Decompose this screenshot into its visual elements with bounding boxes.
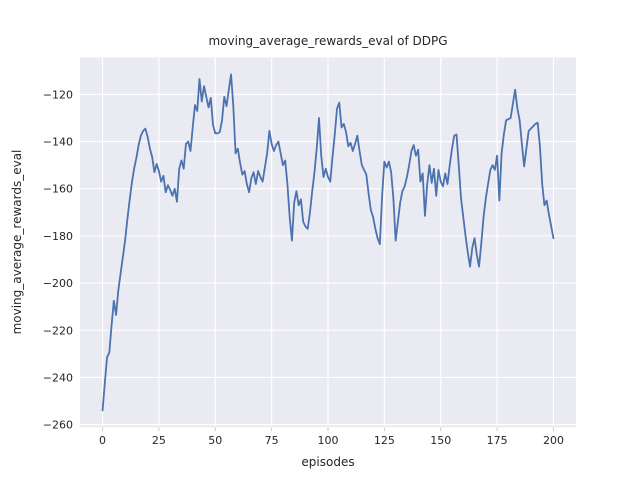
x-tick-label: 150 xyxy=(430,434,451,447)
x-tick-label: 0 xyxy=(99,434,106,447)
x-axis-label: episodes xyxy=(301,455,355,469)
x-tick-label: 200 xyxy=(543,434,564,447)
moving-average-rewards-line xyxy=(101,73,555,412)
x-tick-label: 100 xyxy=(318,434,339,447)
y-tick-label: −200 xyxy=(43,277,73,290)
y-axis-label: moving_average_rewards_eval xyxy=(10,149,24,335)
y-tick-label: −160 xyxy=(43,183,73,196)
y-tick-label: −120 xyxy=(43,88,73,101)
x-tick-label: 25 xyxy=(152,434,166,447)
y-tick-label: −140 xyxy=(43,136,73,149)
y-tick-label: −180 xyxy=(43,230,73,243)
y-tick-label: −260 xyxy=(43,419,73,432)
x-tick-label: 75 xyxy=(265,434,279,447)
x-tick-label: 125 xyxy=(374,434,395,447)
x-tick-label: 50 xyxy=(208,434,222,447)
y-tick-label: −240 xyxy=(43,371,73,384)
y-tick-label: −220 xyxy=(43,324,73,337)
chart-title: moving_average_rewards_eval of DDPG xyxy=(208,34,448,48)
x-tick-label: 175 xyxy=(487,434,508,447)
